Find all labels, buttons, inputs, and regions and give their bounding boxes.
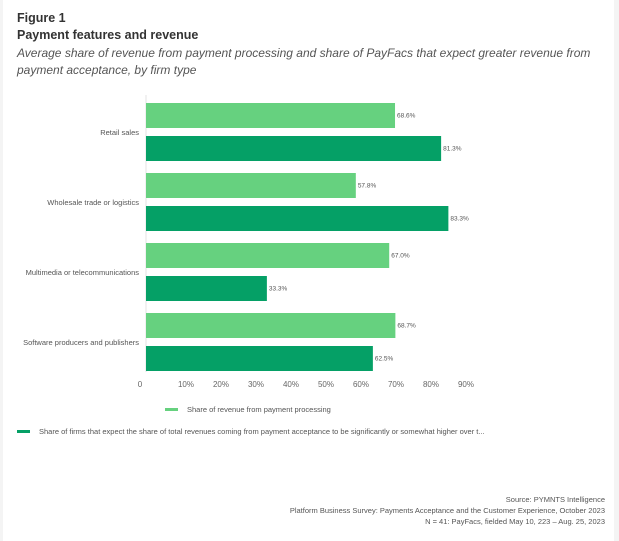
data-label: 83.3%	[450, 216, 469, 223]
bar-revenue-share	[146, 243, 390, 268]
x-tick-label: 40%	[283, 380, 299, 389]
source-note: Source: PYMNTS Intelligence	[505, 495, 605, 504]
figure-card	[3, 0, 614, 541]
chart-title: Payment features and revenue	[17, 28, 199, 42]
chart-subtitle: Average share of revenue from payment pr…	[17, 46, 591, 77]
bar-expect-higher	[146, 206, 449, 231]
chart-footer: Source: PYMNTS Intelligence Platform Bus…	[290, 494, 605, 527]
data-label: 68.7%	[397, 323, 416, 330]
legend-label: Share of firms that expect the share of …	[39, 427, 485, 436]
legend-swatch-light-green	[165, 408, 178, 411]
data-label: 62.5%	[375, 356, 394, 363]
x-tick-label: 90%	[458, 380, 474, 389]
legend-item-series-2[interactable]: Share of firms that expect the share of …	[17, 427, 485, 436]
x-tick-label: 50%	[318, 380, 334, 389]
legend-swatch-dark-green	[17, 430, 30, 433]
survey-note: Platform Business Survey: Payments Accep…	[289, 506, 605, 515]
bar-revenue-share	[146, 313, 396, 338]
data-label: 67.0%	[391, 253, 410, 260]
legend-item-series-1[interactable]: Share of revenue from payment processing	[165, 405, 331, 414]
category-label: Retail sales	[100, 128, 139, 137]
category-label: Wholesale trade or logistics	[47, 198, 139, 207]
data-label: 81.3%	[443, 146, 462, 153]
category-label: Multimedia or telecommunications	[26, 268, 140, 277]
data-label: 57.8%	[358, 183, 377, 190]
x-tick-label: 30%	[248, 380, 264, 389]
bar-expect-higher	[146, 346, 373, 371]
x-tick-label: 10%	[178, 380, 194, 389]
x-tick-label: 80%	[423, 380, 439, 389]
bar-chart: Retail sales 68.6% 81.3% Wholesale trade or…	[23, 95, 474, 389]
bar-revenue-share	[146, 103, 396, 128]
x-tick-label: 60%	[353, 380, 369, 389]
figure-label: Figure 1	[17, 11, 66, 25]
x-tick-label: 70%	[388, 380, 404, 389]
x-tick-label: 20%	[213, 380, 229, 389]
data-label: 33.3%	[269, 286, 288, 293]
category-label: Software producers and publishers	[23, 338, 139, 347]
bar-expect-higher	[146, 276, 267, 301]
bar-expect-higher	[146, 136, 442, 161]
bar-revenue-share	[146, 173, 356, 198]
sample-note: N = 41: PayFacs, fielded May 10, 223 – A…	[425, 517, 605, 526]
legend-label: Share of revenue from payment processing	[187, 405, 331, 414]
x-tick-label: 0	[138, 380, 143, 389]
data-label: 68.6%	[397, 113, 416, 120]
